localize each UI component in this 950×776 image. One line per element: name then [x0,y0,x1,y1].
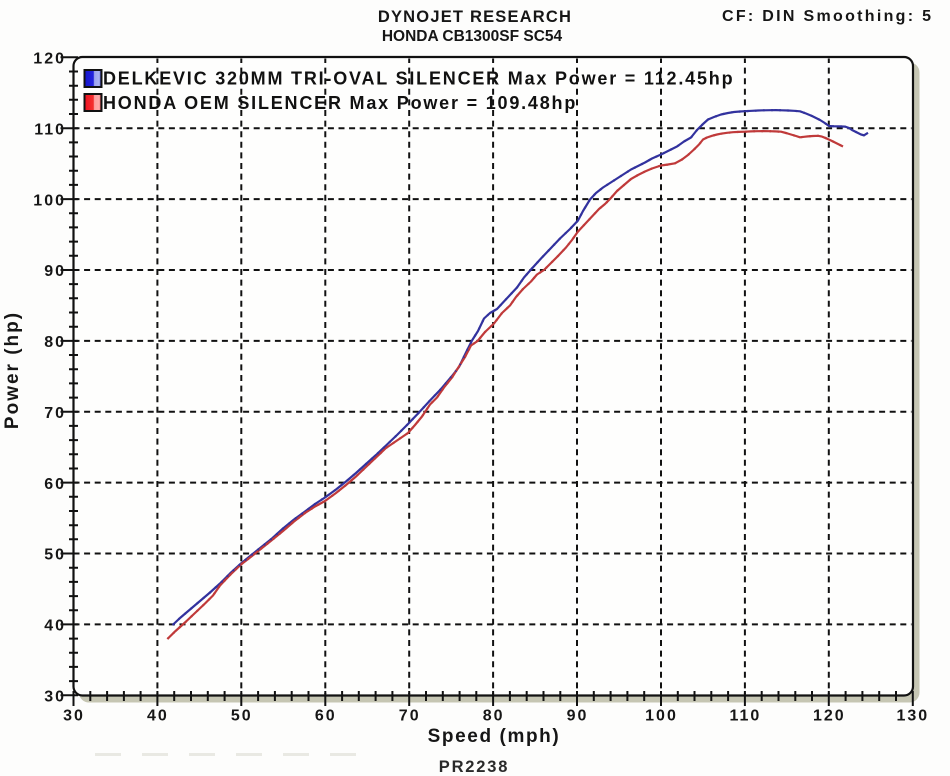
svg-text:60: 60 [44,476,66,493]
svg-text:80: 80 [44,334,66,351]
svg-text:110: 110 [34,121,66,138]
svg-text:DYNOJET RESEARCH: DYNOJET RESEARCH [378,8,572,26]
svg-text:50: 50 [231,708,253,725]
svg-text:40: 40 [44,618,66,635]
svg-text:70: 70 [44,405,66,422]
svg-text:80: 80 [483,708,505,725]
svg-text:HONDA CB1300SF SC54: HONDA CB1300SF SC54 [382,28,563,45]
svg-text:DELKEVIC 320MM TRI-OVAL SILENC: DELKEVIC 320MM TRI-OVAL SILENCER Max Pow… [103,69,734,89]
svg-text:120: 120 [33,51,66,68]
svg-text:60: 60 [315,708,337,725]
svg-text:100: 100 [33,192,66,209]
svg-text:90: 90 [567,708,589,725]
svg-text:CF: DIN Smoothing: 5: CF: DIN Smoothing: 5 [722,8,933,25]
svg-text:30: 30 [63,708,85,725]
svg-text:40: 40 [147,708,169,725]
svg-text:HONDA OEM SILENCER Max Power =: HONDA OEM SILENCER Max Power = 109.48hp [103,93,577,113]
svg-text:130: 130 [896,708,929,725]
svg-text:Speed (mph): Speed (mph) [428,726,561,747]
svg-text:50: 50 [44,547,66,564]
svg-text:120: 120 [813,708,846,725]
svg-text:70: 70 [399,708,421,725]
svg-text:110: 110 [729,708,761,725]
svg-text:90: 90 [44,263,66,280]
svg-text:PR2238: PR2238 [439,758,509,776]
svg-text:Power (hp): Power (hp) [2,311,23,429]
svg-text:100: 100 [645,708,678,725]
svg-text:30: 30 [44,689,66,706]
